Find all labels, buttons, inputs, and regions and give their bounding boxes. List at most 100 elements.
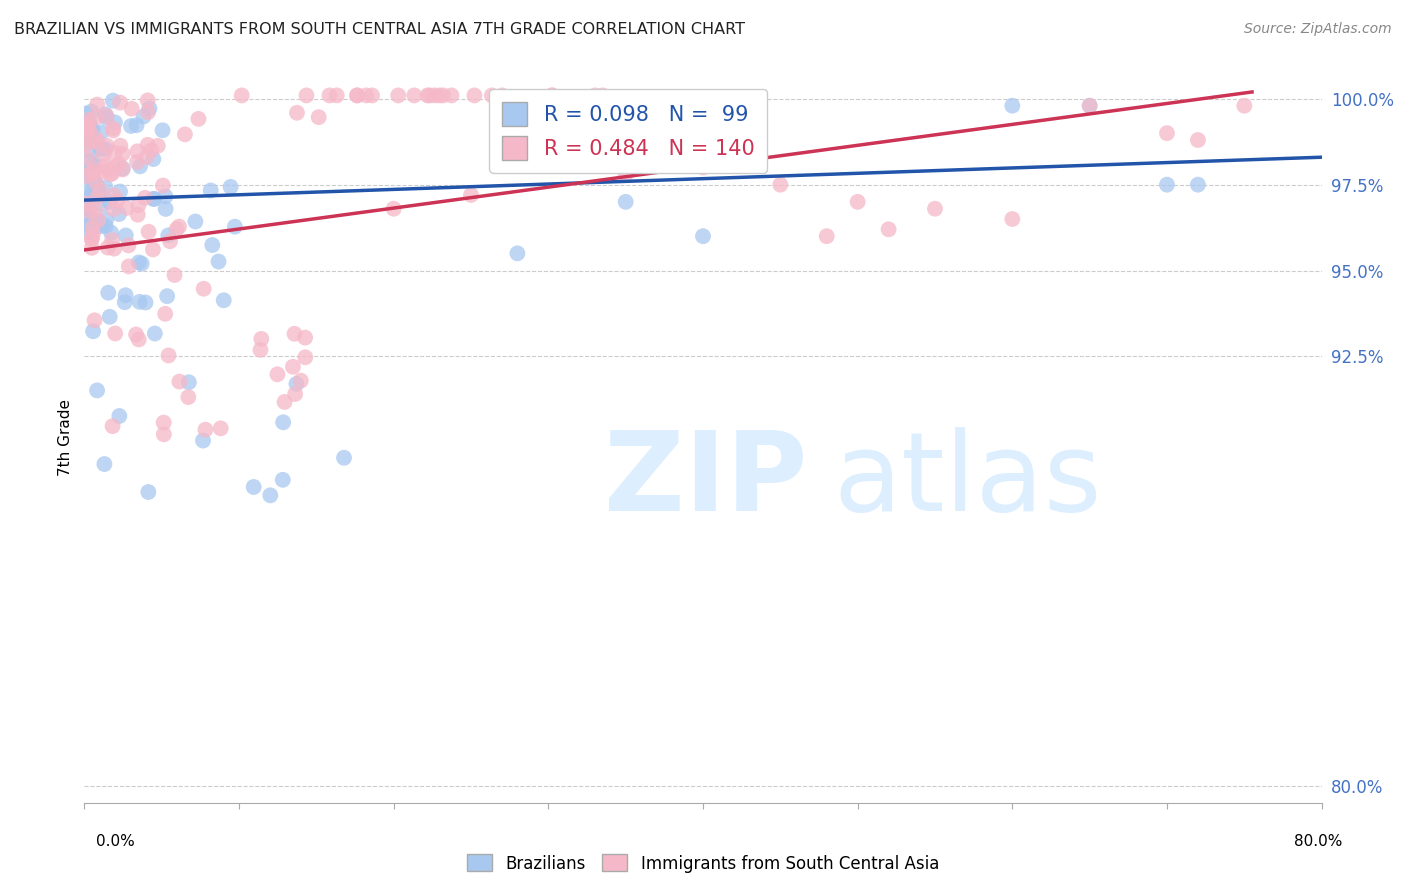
Point <box>285 376 308 391</box>
Point <box>419 88 441 103</box>
Point <box>333 450 356 465</box>
Point <box>184 214 207 228</box>
Point <box>127 208 149 222</box>
Point <box>1187 133 1209 147</box>
Point <box>76 123 98 137</box>
Point <box>1233 98 1256 112</box>
Point <box>86 384 108 398</box>
Point <box>110 138 132 153</box>
Point <box>84 220 107 235</box>
Point <box>76 121 98 136</box>
Point <box>82 123 104 137</box>
Point <box>614 167 637 181</box>
Point <box>163 268 186 282</box>
Point <box>114 295 136 310</box>
Point <box>91 148 114 162</box>
Point <box>118 260 141 274</box>
Point <box>77 112 100 127</box>
Point <box>82 227 104 241</box>
Text: Source: ZipAtlas.com: Source: ZipAtlas.com <box>1244 22 1392 37</box>
Point <box>250 332 273 346</box>
Point <box>77 131 100 145</box>
Point <box>440 88 463 103</box>
Point <box>692 229 714 244</box>
Point <box>125 155 148 169</box>
Point <box>592 88 614 103</box>
Y-axis label: 7th Grade: 7th Grade <box>58 399 73 475</box>
Point <box>138 225 160 239</box>
Point <box>80 231 103 245</box>
Point <box>294 351 316 365</box>
Point <box>541 88 564 103</box>
Point <box>138 102 160 116</box>
Point <box>138 485 160 500</box>
Point <box>416 88 439 103</box>
Point <box>249 343 271 357</box>
Point <box>114 228 136 243</box>
Text: BRAZILIAN VS IMMIGRANTS FROM SOUTH CENTRAL ASIA 7TH GRADE CORRELATION CHART: BRAZILIAN VS IMMIGRANTS FROM SOUTH CENTR… <box>14 22 745 37</box>
Point <box>89 183 111 197</box>
Point <box>155 202 177 216</box>
Point <box>108 409 131 423</box>
Point <box>219 180 242 194</box>
Point <box>103 242 125 256</box>
Point <box>79 128 101 143</box>
Point <box>432 88 454 103</box>
Point <box>136 137 159 152</box>
Point <box>79 204 101 219</box>
Point <box>79 117 101 131</box>
Point <box>207 254 229 268</box>
Point <box>136 105 159 120</box>
Point <box>97 241 120 255</box>
Text: 80.0%: 80.0% <box>1295 834 1343 849</box>
Point <box>583 88 606 103</box>
Point <box>924 202 946 216</box>
Point <box>103 161 125 175</box>
Point <box>404 88 426 103</box>
Point <box>82 173 104 187</box>
Point <box>84 203 107 218</box>
Point <box>177 376 200 390</box>
Point <box>200 184 222 198</box>
Point <box>82 213 104 227</box>
Point <box>76 170 98 185</box>
Point <box>75 186 97 200</box>
Point <box>142 152 165 166</box>
Point <box>167 219 190 234</box>
Point <box>134 295 156 310</box>
Point <box>84 174 107 188</box>
Point <box>80 104 103 119</box>
Point <box>105 194 128 208</box>
Point <box>146 138 169 153</box>
Point <box>80 232 103 246</box>
Point <box>354 88 377 103</box>
Point <box>90 142 112 156</box>
Point <box>94 219 117 233</box>
Point <box>541 88 564 103</box>
Point <box>273 395 295 409</box>
Point <box>93 457 115 471</box>
Point <box>103 188 125 202</box>
Point <box>108 95 131 110</box>
Point <box>815 229 838 244</box>
Point <box>1078 98 1101 112</box>
Point <box>76 151 98 165</box>
Point <box>295 88 318 103</box>
Point <box>125 327 148 342</box>
Point <box>387 88 409 103</box>
Point <box>1078 98 1101 112</box>
Point <box>142 243 165 257</box>
Point <box>104 326 127 341</box>
Point <box>1156 126 1178 140</box>
Point <box>103 202 125 216</box>
Point <box>82 220 104 235</box>
Point <box>93 164 115 178</box>
Point <box>111 162 134 177</box>
Point <box>76 120 98 134</box>
Point <box>96 138 118 153</box>
Point <box>115 201 138 215</box>
Point <box>136 94 159 108</box>
Point <box>77 191 100 205</box>
Point <box>127 145 149 159</box>
Point <box>769 178 792 192</box>
